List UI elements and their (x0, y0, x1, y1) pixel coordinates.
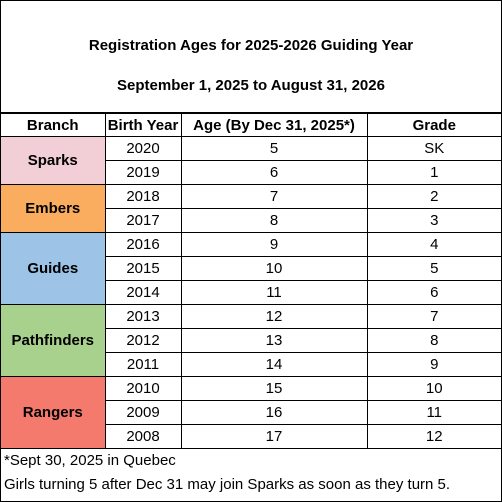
grade: 5 (366, 256, 501, 281)
grade: 10 (366, 376, 501, 401)
table-row: 2008 17 12 (1, 424, 501, 449)
table-row: Rangers 2010 15 10 (1, 376, 501, 449)
title-box: Registration Ages for 2025-2026 Guiding … (1, 1, 501, 113)
birth-year: 2015 (105, 256, 182, 281)
grade: 7 (366, 304, 501, 329)
branch-cell: Sparks (1, 136, 106, 185)
table-row: Pathfinders 2013 12 7 (1, 304, 501, 377)
table-row: 2017 8 3 (1, 208, 501, 233)
table-row: 2019 6 1 (1, 160, 501, 185)
table-row: 2015 10 5 (1, 256, 501, 281)
column-header: Birth Year (104, 113, 182, 137)
grade: SK (366, 136, 501, 161)
grade: 1 (366, 160, 501, 185)
header-row: Branch Birth Year Age (By Dec 31, 2025*) Gr… (1, 113, 501, 137)
age: 5 (180, 136, 368, 161)
subtitle: September 1, 2025 to August 31, 2026 (117, 77, 385, 94)
column-header: Branch (1, 113, 106, 137)
birth-year: 2019 (105, 160, 182, 185)
grade: 11 (366, 400, 501, 425)
grade: 6 (366, 280, 501, 305)
birth-year: 2012 (105, 328, 182, 353)
age: 15 (180, 376, 368, 401)
birth-year: 2014 (105, 280, 182, 305)
grade: 3 (366, 208, 501, 233)
grade: 12 (366, 424, 501, 449)
grade: 2 (366, 184, 501, 209)
title: Registration Ages for 2025-2026 Guiding … (88, 37, 414, 54)
branch-cell: Guides (1, 232, 106, 305)
column-header: Age (By Dec 31, 2025*) (180, 113, 368, 137)
grade: 4 (366, 232, 501, 257)
age: 8 (180, 208, 368, 233)
age: 10 (180, 256, 368, 281)
age: 6 (180, 160, 368, 185)
age-table: Branch Birth Year Age (By Dec 31, 2025*) Gr… (1, 113, 501, 449)
table-row: Guides 2016 9 4 (1, 232, 501, 305)
table-row: 2011 14 9 (1, 352, 501, 377)
birth-year: 2013 (104, 304, 182, 329)
grade: 9 (366, 352, 501, 377)
branch-cell: Embers (1, 184, 106, 233)
age: 7 (180, 184, 368, 209)
age: 9 (180, 232, 368, 257)
table-row: Embers 2018 7 2 (1, 184, 501, 233)
birth-year: 2020 (104, 136, 182, 161)
table-row: 2012 13 8 (1, 328, 501, 353)
birth-year: 2018 (104, 184, 182, 209)
birth-year: 2008 (105, 424, 182, 449)
age: 12 (180, 304, 368, 329)
age: 13 (180, 328, 368, 353)
table-body: Sparks 2020 5 SK 2019 6 1 Embers 2018 7 2 2017 8 3 Gui… (1, 136, 501, 449)
grade: 8 (366, 328, 501, 353)
table-row: Sparks 2020 5 SK (1, 136, 501, 185)
age: 11 (180, 280, 368, 305)
age: 14 (180, 352, 368, 377)
branch-cell: Pathfinders (1, 304, 106, 377)
footnote: Girls turning 5 after Dec 31 may join Sp… (4, 476, 451, 493)
footnote: *Sept 30, 2025 in Quebec (4, 452, 176, 469)
branch-cell: Rangers (1, 376, 106, 449)
birth-year: 2017 (105, 208, 182, 233)
footnotes: *Sept 30, 2025 in Quebec Girls turning 5 … (1, 449, 501, 497)
birth-year: 2011 (105, 352, 182, 377)
table-row: 2014 11 6 (1, 280, 501, 305)
age: 16 (180, 400, 368, 425)
birth-year: 2010 (104, 376, 182, 401)
age: 17 (180, 424, 368, 449)
table-row: 2009 16 11 (1, 400, 501, 425)
birth-year: 2016 (104, 232, 182, 257)
column-header: Grade (366, 113, 501, 137)
birth-year: 2009 (105, 400, 182, 425)
